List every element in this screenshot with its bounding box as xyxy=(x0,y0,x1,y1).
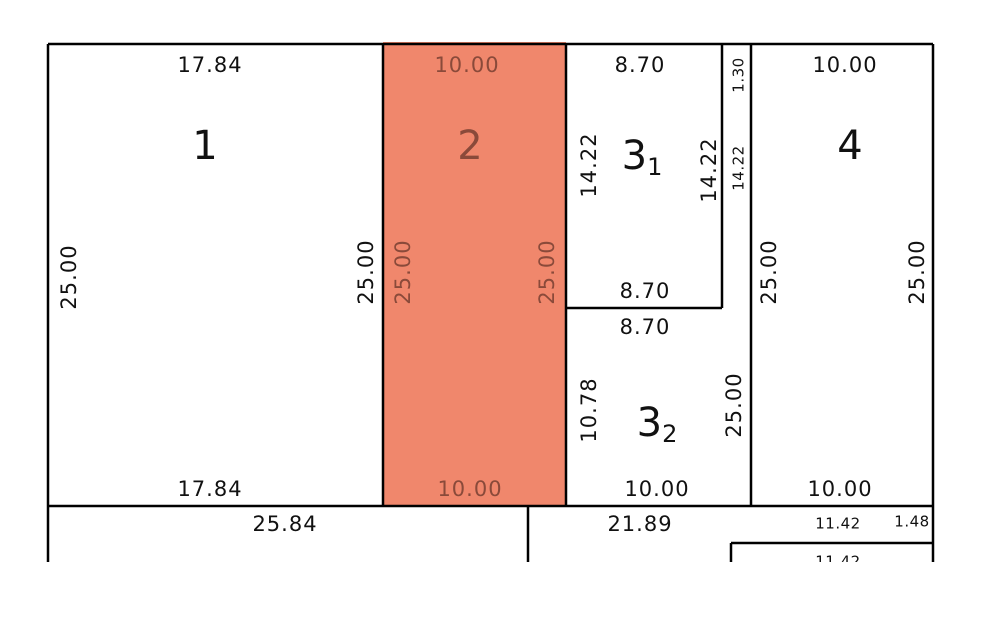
dimension-label: 10.00 xyxy=(437,477,502,501)
dimension-label: 10.00 xyxy=(812,53,877,77)
dimension-label: 1.30 xyxy=(730,57,748,92)
dimension-label: 8.70 xyxy=(620,279,671,303)
lot-number: 31 xyxy=(622,133,663,181)
dimension-label: 11.42 xyxy=(815,553,860,571)
dimension-label: 14.22 xyxy=(577,132,601,197)
dimension-label: 10.00 xyxy=(624,477,689,501)
dimension-label: 8.70 xyxy=(615,53,666,77)
dimension-label: 25.00 xyxy=(905,239,929,304)
lot-number: 1 xyxy=(192,123,217,169)
lot-subscript: 2 xyxy=(662,420,677,448)
dimension-label: 10.00 xyxy=(807,477,872,501)
dimension-label: 25.00 xyxy=(354,239,378,304)
dimension-label: 21.89 xyxy=(607,512,672,536)
dimension-label: 25.00 xyxy=(722,372,746,437)
dimension-label: 17.84 xyxy=(177,477,242,501)
lot-number-main: 4 xyxy=(837,123,862,169)
lot-number: 4 xyxy=(837,123,862,169)
dimension-label: 8.70 xyxy=(620,315,671,339)
dimension-label: 25.00 xyxy=(391,239,415,304)
lot-number-main: 3 xyxy=(622,133,647,179)
dimension-label: 25.00 xyxy=(535,239,559,304)
labels: 17.84 10.00 8.70 1.30 10.00 14.22 14.22 14.22 25… xyxy=(57,53,929,571)
dimension-label: 25.84 xyxy=(252,512,317,536)
dimension-label: 25.00 xyxy=(57,244,81,309)
lot-number: 32 xyxy=(637,400,678,448)
dimension-label: 14.22 xyxy=(697,137,721,202)
plan-area: 17.84 10.00 8.70 1.30 10.00 14.22 14.22 14.22 25… xyxy=(46,42,935,571)
lot-subscript: 1 xyxy=(647,153,662,181)
dimension-label: 10.78 xyxy=(577,377,601,442)
dimension-label: 10.00 xyxy=(434,53,499,77)
lot-number-main: 3 xyxy=(637,400,662,446)
dimension-label: 17.84 xyxy=(177,53,242,77)
dimension-label: 1.48 xyxy=(894,513,929,531)
highlighted-lot xyxy=(383,42,566,506)
dimension-label: 11.42 xyxy=(815,515,860,533)
dimension-label: 14.22 xyxy=(730,145,748,190)
lot-number: 2 xyxy=(457,123,482,169)
lot-number-main: 1 xyxy=(192,123,217,169)
dimension-label: 25.00 xyxy=(757,239,781,304)
lot-number-main: 2 xyxy=(457,123,482,169)
